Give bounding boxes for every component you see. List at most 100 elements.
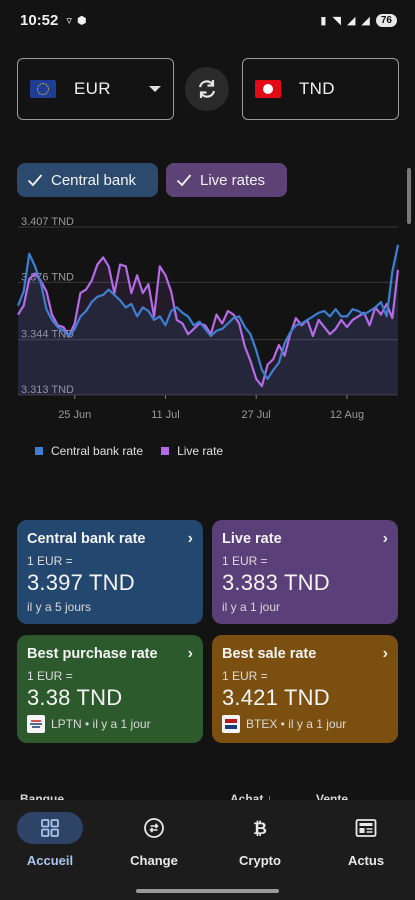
y-tick-label: 3.407 TND: [21, 216, 74, 228]
to-currency-select[interactable]: TND: [242, 58, 399, 120]
x-tick-label: 25 Jun: [58, 409, 91, 421]
legend-label: Central bank rate: [51, 444, 144, 458]
chip-label: Live rates: [200, 171, 266, 189]
series-line-live: [17, 256, 400, 388]
nav-pill: [17, 812, 83, 844]
swap-icon: [198, 80, 216, 98]
currency-selector: EUR TND: [17, 58, 399, 120]
card-value: 3.421 TND: [222, 685, 330, 710]
nav-label: Change: [130, 853, 178, 868]
x-tick-label: 12 Aug: [330, 409, 364, 421]
card-subtitle: 1 EUR =: [222, 669, 268, 683]
file-icon: ▮: [320, 14, 327, 27]
legend-swatch: [161, 447, 170, 455]
newspaper-icon: [355, 819, 377, 837]
rate-chart: 3.407 TND 3.376 TND 3.344 TND 3.313 TND 25 J…: [0, 215, 415, 430]
to-currency-code: TND: [299, 79, 335, 98]
swap-currencies-button[interactable]: [185, 67, 229, 111]
legend-item-live-rate: Live rate: [161, 444, 223, 458]
legend-item-central-bank: Central bank rate: [35, 444, 143, 458]
shield-icon: ▿: [66, 14, 72, 27]
card-live-rate[interactable]: Live rate › 1 EUR = 3.383 TND il y a 1 j…: [212, 520, 398, 624]
card-meta-text: BTEX • il y a 1 jour: [246, 717, 347, 731]
card-value: 3.397 TND: [27, 570, 135, 595]
nav-item-accueil[interactable]: Accueil: [0, 812, 100, 868]
card-title-row: Best sale rate ›: [222, 645, 388, 663]
card-title: Central bank rate: [27, 531, 146, 547]
notification-icons: ▿ ⬢: [66, 14, 86, 27]
check-icon: [27, 174, 43, 187]
bank-logo-icon: [27, 715, 45, 733]
card-meta: LPTN • il y a 1 jour: [27, 715, 193, 733]
home-indicator: [136, 889, 279, 893]
cell-signal-icon: ◢: [346, 14, 356, 27]
card-best-purchase-rate[interactable]: Best purchase rate › 1 EUR = 3.38 TND LP…: [17, 635, 203, 743]
card-title: Best purchase rate: [27, 646, 158, 662]
bitcoin-icon: ₿: [253, 819, 267, 839]
nav-label: Crypto: [239, 853, 281, 868]
eu-flag-icon: [30, 80, 56, 98]
card-title: Best sale rate: [222, 646, 317, 662]
nav-item-change[interactable]: Change: [104, 812, 204, 868]
exchange-icon: [144, 818, 164, 838]
y-tick-label: 3.344 TND: [21, 329, 74, 341]
tn-flag-icon: [255, 80, 281, 98]
grid-icon: [41, 819, 59, 837]
check-icon: [176, 174, 192, 187]
chevron-right-icon: ›: [382, 645, 388, 662]
nav-pill: ₿: [227, 812, 293, 844]
system-icons: ▮ ◥ ◢ ◢ 76: [320, 13, 397, 27]
y-tick-label: 3.313 TND: [21, 384, 74, 396]
card-title-row: Best purchase rate ›: [27, 645, 193, 663]
chip-central-bank[interactable]: Central bank: [17, 163, 158, 197]
nav-item-crypto[interactable]: ₿ Crypto: [210, 812, 310, 868]
nav-pill: [121, 812, 187, 844]
card-meta-text: LPTN • il y a 1 jour: [51, 717, 151, 731]
card-title-row: Central bank rate ›: [27, 530, 193, 548]
x-tick-label: 27 Jul: [242, 409, 271, 421]
card-subtitle: 1 EUR =: [27, 669, 73, 683]
nav-label: Accueil: [26, 853, 74, 868]
series-line-central-bank: [16, 244, 400, 380]
card-value: 3.383 TND: [222, 570, 330, 595]
bank-logo-icon: [222, 715, 240, 733]
from-currency-code: EUR: [74, 79, 111, 98]
battery-icon: 76: [375, 13, 397, 27]
svg-text:₿: ₿: [253, 819, 267, 839]
card-meta: BTEX • il y a 1 jour: [222, 715, 388, 733]
series-area: [18, 244, 398, 395]
chevron-right-icon: ›: [187, 530, 193, 547]
chip-live-rates[interactable]: Live rates: [166, 163, 287, 197]
card-meta-text: il y a 1 jour: [222, 600, 281, 614]
cell-signal-icon-2: ◢: [361, 14, 370, 27]
card-title: Live rate: [222, 531, 282, 547]
scrollbar[interactable]: [407, 168, 411, 224]
x-tick-label: 11 Jul: [151, 409, 180, 421]
card-meta-text: il y a 5 jours: [27, 600, 92, 614]
card-title-row: Live rate ›: [222, 530, 388, 548]
status-time: 10:52: [20, 11, 59, 29]
card-best-sale-rate[interactable]: Best sale rate › 1 EUR = 3.421 TND BTEX …: [212, 635, 398, 743]
rate-filter-chips: Central bank Live rates: [17, 163, 287, 197]
chart-legend: Central bank rate Live rate: [35, 444, 223, 458]
chevron-down-icon: [149, 86, 161, 92]
chevron-right-icon: ›: [382, 530, 388, 547]
wifi-icon: ◥: [332, 14, 341, 27]
status-bar: 10:52 ▿ ⬢ ▮ ◥ ◢ ◢ 76: [0, 0, 415, 40]
nav-pill: [333, 812, 399, 844]
card-meta: il y a 5 jours: [27, 600, 193, 614]
chevron-right-icon: ›: [187, 645, 193, 662]
card-value: 3.38 TND: [27, 685, 123, 710]
nav-item-actus[interactable]: Actus: [316, 812, 415, 868]
bottom-navigation: Accueil Change ₿ Crypto Actus: [0, 800, 415, 900]
chip-label: Central bank: [51, 171, 137, 189]
card-subtitle: 1 EUR =: [222, 554, 268, 568]
legend-label: Live rate: [177, 444, 224, 458]
card-central-bank-rate[interactable]: Central bank rate › 1 EUR = 3.397 TND il…: [17, 520, 203, 624]
from-currency-select[interactable]: EUR: [17, 58, 174, 120]
card-subtitle: 1 EUR =: [27, 554, 73, 568]
signal-app-icon: ⬢: [76, 14, 87, 27]
card-meta: il y a 1 jour: [222, 600, 388, 614]
nav-label: Actus: [347, 853, 385, 868]
